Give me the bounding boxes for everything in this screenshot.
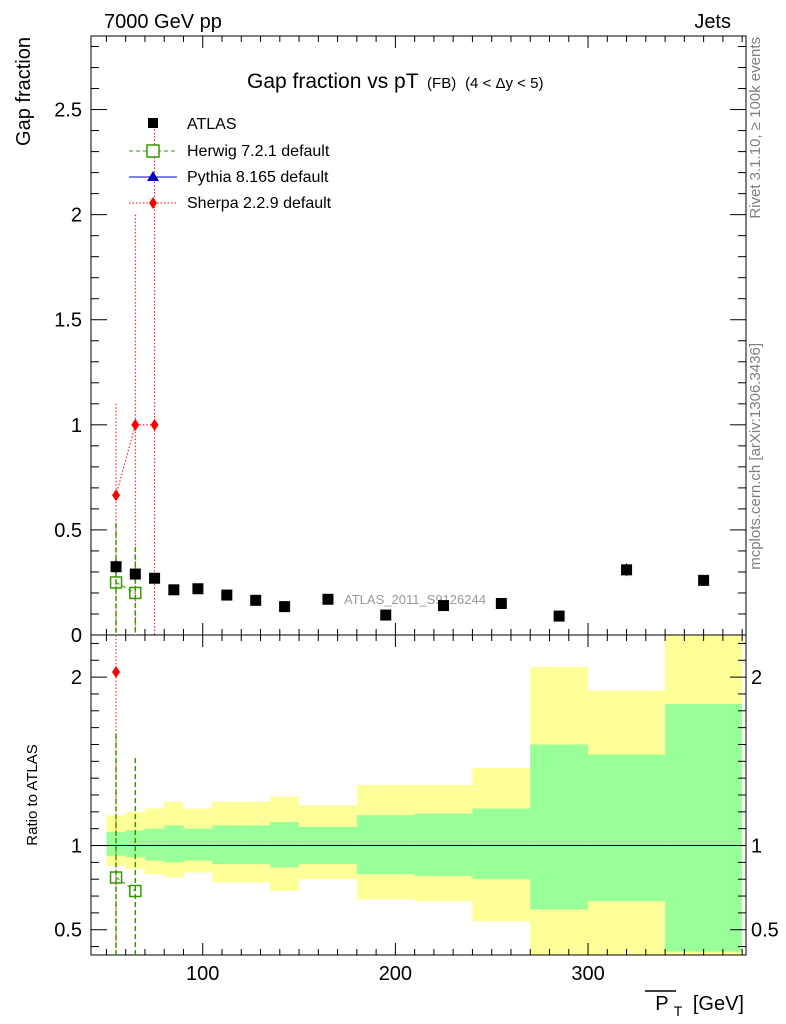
band-inner-5 — [212, 825, 242, 865]
chart-title-sub1: (FB) — [427, 75, 456, 92]
main-sherpa-point-1 — [131, 418, 140, 431]
atlas-point-2 — [149, 572, 161, 584]
band-inner-12 — [530, 744, 589, 910]
legend-marker-pythia — [147, 171, 159, 181]
ratio-herwig-point-0 — [109, 871, 123, 884]
atlas-point-12 — [553, 610, 565, 622]
xtick-label-1: 200 — [379, 963, 412, 985]
xtick-label-0: 100 — [186, 963, 219, 985]
x-axis-label-main: P — [655, 993, 668, 1015]
atlas-point-8 — [322, 593, 334, 605]
main-sherpa-point-2 — [150, 418, 159, 431]
ratio-uncertainty-bands — [106, 635, 743, 955]
atlas-point-11 — [495, 597, 507, 609]
analysis-watermark: ATLAS_2011_S9126244 — [344, 592, 486, 607]
xtick-label-2: 300 — [571, 963, 604, 985]
atlas-point-0 — [110, 561, 122, 573]
band-inner-13 — [588, 754, 666, 902]
ratio-ytick-label-right-2: 2 — [751, 667, 762, 689]
main-ytick-label-5: 2.5 — [54, 100, 82, 122]
legend-label-atlas: ATLAS — [187, 116, 237, 133]
x-axis-label-sub: T — [674, 1003, 683, 1019]
legend-label-pythia: Pythia 8.165 default — [187, 169, 329, 186]
main-ytick-label-2: 1 — [71, 415, 82, 437]
ratio-ytick-label-right-0: 0.5 — [751, 920, 779, 942]
legend: ATLAS Herwig 7.2.1 default Pythia 8.165 … — [129, 116, 332, 212]
mcplots-label: mcplots.cern.ch [arXiv:1306.3436] — [747, 343, 764, 570]
ratio-ytick-label-left-1: 1 — [71, 836, 82, 858]
main-herwig-line — [115, 582, 136, 594]
band-inner-0 — [106, 832, 126, 856]
band-inner-6 — [241, 825, 271, 865]
band-inner-14 — [665, 704, 743, 952]
band-inner-9 — [356, 815, 415, 875]
chart-title-sub2: (4 < Δy < 5) — [465, 75, 543, 92]
band-inner-10 — [414, 813, 473, 876]
atlas-point-5 — [221, 589, 233, 601]
ratio-herwig-point-1 — [129, 884, 142, 898]
main-herwig-point-0 — [109, 576, 123, 589]
atlas-point-6 — [250, 594, 262, 606]
main-ytick-label-4: 2 — [71, 205, 82, 227]
x-axis-label: P T [GeV] — [655, 993, 744, 1021]
legend-marker-sherpa — [149, 197, 157, 209]
main-ylabel: Gap fraction — [13, 37, 35, 146]
atlas-point-9 — [380, 609, 392, 621]
band-inner-3 — [164, 825, 184, 863]
band-inner-11 — [472, 808, 531, 880]
chart-title-main: Gap fraction vs pT — [247, 70, 419, 93]
ratio-herwig-line — [115, 877, 136, 892]
main-sherpa-point-0 — [112, 489, 121, 502]
atlas-point-10 — [438, 600, 450, 612]
ratio-ylabel: Ratio to ATLAS — [24, 744, 41, 845]
main-herwig-point-1 — [129, 586, 142, 600]
legend-marker-herwig — [146, 144, 160, 158]
atlas-point-7 — [279, 601, 291, 613]
rivet-label: Rivet 3.1.10, ≥ 100k events — [747, 37, 764, 219]
band-inner-1 — [125, 830, 145, 858]
header-right: Jets — [694, 11, 731, 33]
atlas-point-13 — [621, 564, 633, 576]
atlas-point-4 — [192, 583, 204, 595]
main-ytick-label-0: 0 — [71, 625, 82, 647]
atlas-point-3 — [168, 584, 180, 596]
band-inner-2 — [144, 828, 165, 861]
legend-marker-atlas — [148, 118, 158, 128]
atlas-point-1 — [129, 568, 141, 580]
chart-title: Gap fraction vs pT (FB) (4 < Δy < 5) — [247, 70, 543, 93]
x-axis-label-unit: [GeV] — [693, 993, 744, 1015]
main-ytick-label-1: 0.5 — [54, 520, 82, 542]
main-ytick-label-3: 1.5 — [54, 310, 82, 332]
legend-label-sherpa: Sherpa 2.2.9 default — [187, 195, 332, 212]
ratio-ytick-label-left-0: 0.5 — [54, 920, 82, 942]
band-inner-4 — [183, 828, 213, 861]
band-inner-7 — [270, 821, 300, 868]
tick-labels: 0 0.5 1 1.5 2 2.5 0.5 0.5 1 1 2 2 100 200 300 — [54, 100, 779, 985]
ratio-ytick-label-right-1: 1 — [751, 836, 762, 858]
atlas-point-14 — [698, 574, 710, 586]
ratio-sherpa-point-0 — [112, 666, 121, 679]
axis-ticks — [91, 36, 746, 955]
data-series — [109, 122, 710, 955]
header-left: 7000 GeV pp — [104, 11, 222, 33]
legend-label-herwig: Herwig 7.2.1 default — [187, 143, 330, 160]
ratio-ytick-label-left-2: 2 — [71, 667, 82, 689]
